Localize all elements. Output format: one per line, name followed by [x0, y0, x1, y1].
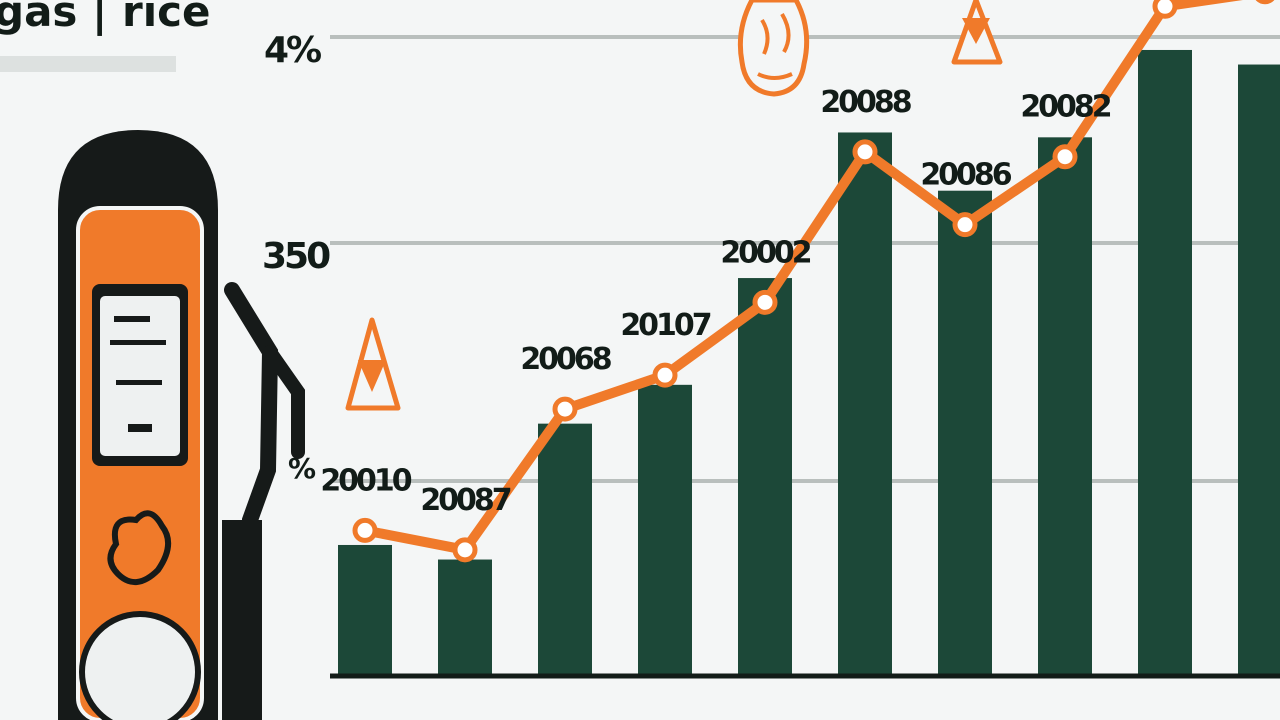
line-point: [1255, 0, 1275, 5]
bar: [1238, 64, 1280, 676]
bar: [538, 423, 592, 676]
trend-line: [360, 0, 1243, 555]
y-tick-label: 4%: [264, 30, 321, 71]
chart-title: gas | rice: [0, 0, 210, 36]
line-series: [352, 0, 1275, 563]
category-label: 20068: [520, 342, 611, 377]
line-point: [352, 517, 378, 543]
category-label: 20087: [420, 483, 510, 518]
bar-labels: 20010 20087 20068 20107 20002 20088 20086 20082: [320, 85, 1113, 518]
bar: [1138, 49, 1192, 677]
line-point: [952, 212, 978, 238]
bar: [638, 384, 692, 676]
category-label: 20107: [620, 308, 710, 343]
warning-triangle-icon: [345, 317, 401, 411]
bar-series: [338, 49, 1280, 677]
category-label: 20082: [1020, 90, 1110, 125]
category-label: 20088: [820, 85, 911, 120]
line-point: [1052, 144, 1078, 170]
bar: [338, 544, 392, 676]
line-point: [652, 362, 678, 388]
line-point: [852, 139, 878, 165]
line-point: [452, 537, 478, 563]
warning-triangle-icon: [951, 0, 1003, 65]
category-label: 20086: [920, 158, 1011, 193]
bar: [938, 190, 992, 677]
line-point: [552, 396, 578, 422]
bar: [738, 278, 792, 676]
title-underline: [0, 56, 176, 72]
gas-pump-icon: [58, 130, 305, 720]
y-tick-label: 350: [262, 236, 330, 277]
bar: [1038, 137, 1092, 676]
bar: [838, 132, 892, 676]
category-label: 20002: [720, 235, 810, 270]
line-point: [1152, 0, 1178, 19]
flame-icon: [737, 0, 810, 97]
line-point: [752, 289, 778, 315]
bar: [438, 559, 492, 676]
category-label: 20010: [320, 463, 411, 498]
